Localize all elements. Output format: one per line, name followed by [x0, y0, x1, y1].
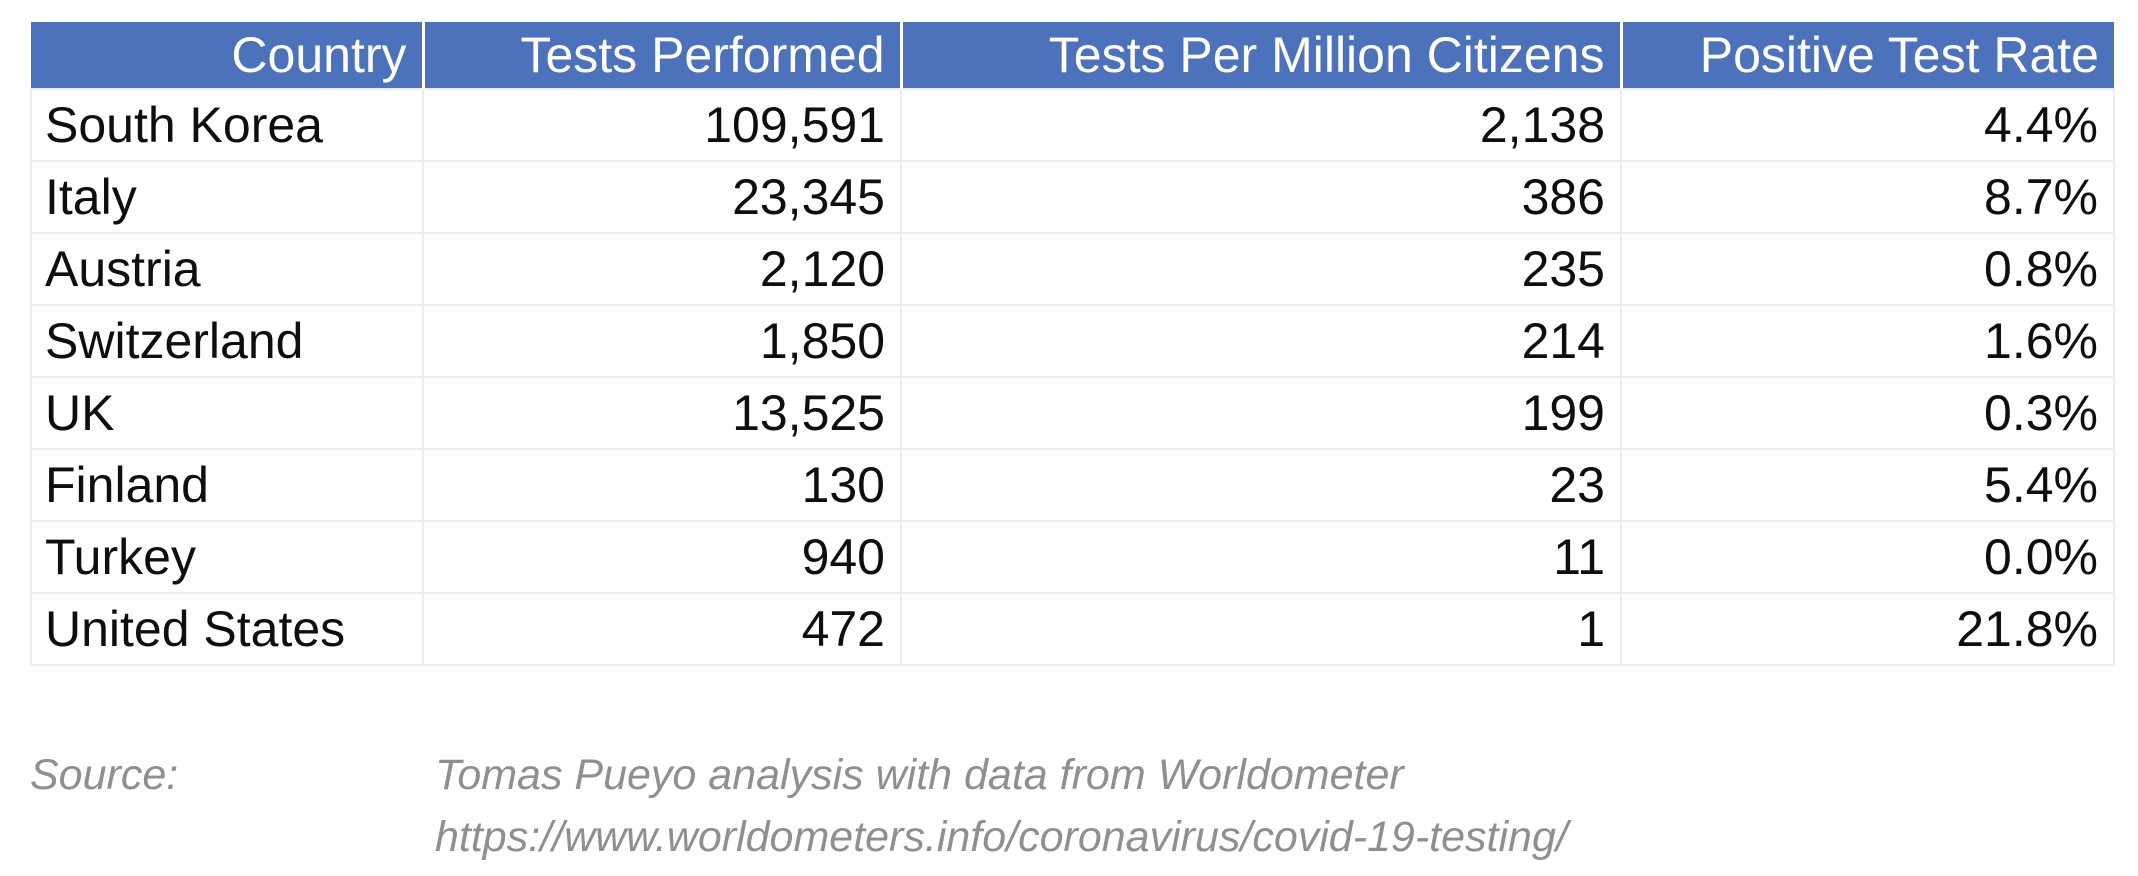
tests-per-million-cell: 386 — [900, 160, 1622, 234]
tests-per-million-cell: 23 — [900, 448, 1622, 522]
tests-performed-cell: 940 — [422, 520, 902, 594]
table-row: South Korea 109,591 2,138 4.4% — [30, 88, 2115, 162]
country-cell: South Korea — [30, 88, 424, 162]
tests-performed-cell: 23,345 — [422, 160, 902, 234]
table-header: Country Tests Performed Tests Per Millio… — [31, 22, 2114, 89]
country-cell: Turkey — [30, 520, 424, 594]
table-row: Finland 130 23 5.4% — [30, 448, 2115, 522]
source-block: Source: Tomas Pueyo analysis with data f… — [30, 744, 1568, 868]
positive-rate-cell: 8.7% — [1620, 160, 2115, 234]
header-row: Country Tests Performed Tests Per Millio… — [31, 22, 2114, 89]
source-lines: Tomas Pueyo analysis with data from Worl… — [435, 744, 1568, 868]
positive-rate-cell: 0.0% — [1620, 520, 2115, 594]
table-row: UK 13,525 199 0.3% — [30, 376, 2115, 450]
table-row: United States 472 1 21.8% — [30, 592, 2115, 666]
table-row: Italy 23,345 386 8.7% — [30, 160, 2115, 234]
covid-testing-table: Country Tests Performed Tests Per Millio… — [30, 22, 2115, 666]
source-url: https://www.worldometers.info/coronaviru… — [435, 813, 1568, 861]
column-header: Positive Test Rate — [1621, 22, 2114, 89]
positive-rate-cell: 4.4% — [1620, 88, 2115, 162]
country-cell: United States — [30, 592, 424, 666]
tests-performed-cell: 109,591 — [422, 88, 902, 162]
tests-performed-cell: 472 — [422, 592, 902, 666]
column-header: Tests Per Million Citizens — [901, 22, 1623, 89]
tests-per-million-cell: 199 — [900, 376, 1622, 450]
table-row: Switzerland 1,850 214 1.6% — [30, 304, 2115, 378]
tests-performed-cell: 2,120 — [422, 232, 902, 306]
tests-performed-cell: 130 — [422, 448, 902, 522]
country-cell: Finland — [30, 448, 424, 522]
positive-rate-cell: 21.8% — [1620, 592, 2115, 666]
tests-performed-cell: 13,525 — [422, 376, 902, 450]
table-row: Turkey 940 11 0.0% — [30, 520, 2115, 594]
tests-performed-cell: 1,850 — [422, 304, 902, 378]
country-cell: UK — [30, 376, 424, 450]
column-header: Country — [31, 22, 425, 89]
tests-per-million-cell: 214 — [900, 304, 1622, 378]
positive-rate-cell: 1.6% — [1620, 304, 2115, 378]
tests-per-million-cell: 2,138 — [900, 88, 1622, 162]
positive-rate-cell: 5.4% — [1620, 448, 2115, 522]
table-row: Austria 2,120 235 0.8% — [30, 232, 2115, 306]
data-table: Country Tests Performed Tests Per Millio… — [30, 22, 2115, 666]
country-cell: Italy — [30, 160, 424, 234]
tests-per-million-cell: 235 — [900, 232, 1622, 306]
country-cell: Switzerland — [30, 304, 424, 378]
source-label: Source: — [30, 751, 179, 799]
column-header: Tests Performed — [423, 22, 903, 89]
table-body: South Korea 109,591 2,138 4.4% Italy 23,… — [30, 88, 2115, 666]
positive-rate-cell: 0.8% — [1620, 232, 2115, 306]
tests-per-million-cell: 11 — [900, 520, 1622, 594]
source-attribution: Tomas Pueyo analysis with data from Worl… — [435, 751, 1404, 799]
country-cell: Austria — [30, 232, 424, 306]
positive-rate-cell: 0.3% — [1620, 376, 2115, 450]
tests-per-million-cell: 1 — [900, 592, 1622, 666]
